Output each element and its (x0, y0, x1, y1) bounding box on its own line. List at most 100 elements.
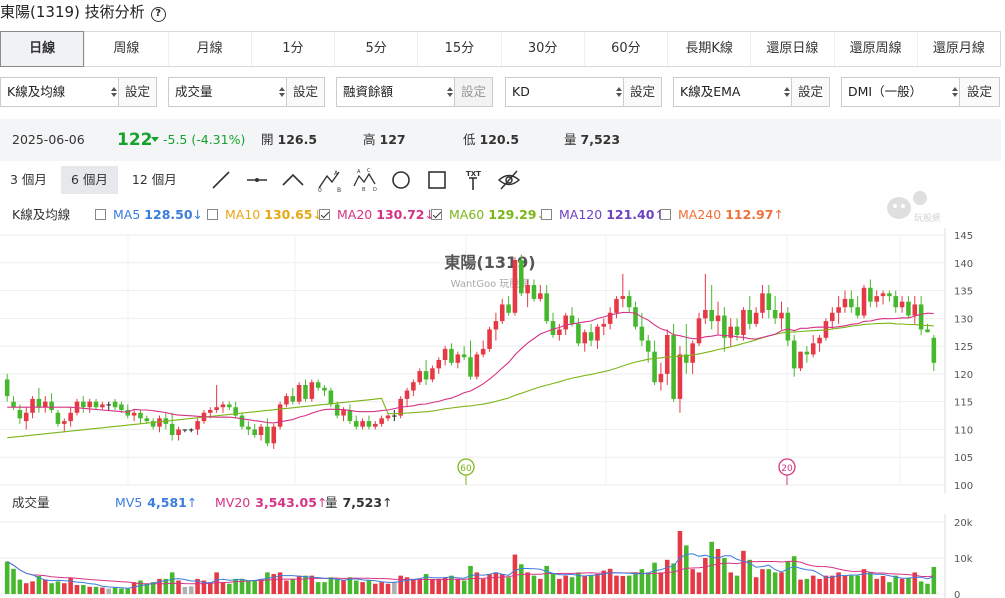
volume-bar[interactable] (468, 565, 473, 594)
candlestick[interactable] (334, 401, 340, 419)
volume-bar[interactable] (385, 583, 391, 594)
volume-bar[interactable] (829, 575, 835, 594)
volume-bar[interactable] (861, 569, 867, 594)
candlestick[interactable] (506, 296, 511, 316)
tab-4[interactable]: 5分 (334, 32, 417, 66)
candlestick[interactable] (150, 418, 156, 430)
volume-bar[interactable] (601, 570, 607, 594)
candlestick[interactable] (233, 401, 238, 419)
volume-bar[interactable] (207, 582, 213, 594)
volume-bar[interactable] (677, 531, 683, 594)
indicator-settings-button-3[interactable]: 設定 (624, 77, 662, 107)
candlestick[interactable] (385, 412, 391, 422)
candlestick[interactable] (423, 360, 429, 385)
candlestick[interactable] (220, 401, 226, 413)
candlestick[interactable] (614, 296, 619, 319)
volume-bar[interactable] (931, 566, 937, 594)
candlestick[interactable] (607, 307, 613, 330)
candlestick[interactable] (626, 290, 632, 313)
volume-bar[interactable] (62, 583, 67, 594)
candlestick[interactable] (906, 296, 911, 319)
indicator-select-4[interactable]: K線及EMA (673, 77, 792, 107)
candlestick[interactable] (842, 290, 848, 313)
volume-bar[interactable] (411, 578, 416, 594)
tab-5[interactable]: 15分 (417, 32, 500, 66)
ma-checkbox-ma240[interactable] (660, 209, 671, 220)
volume-bar[interactable] (842, 575, 848, 594)
candlestick[interactable] (741, 307, 746, 341)
volume-bar[interactable] (918, 581, 924, 594)
candlestick[interactable] (518, 254, 524, 297)
volume-bar[interactable] (398, 575, 403, 594)
candlestick[interactable] (855, 296, 860, 319)
candlestick[interactable] (411, 379, 416, 397)
candlestick[interactable] (106, 401, 112, 410)
candlestick[interactable] (100, 401, 105, 410)
tab-0[interactable]: 日線 (0, 31, 85, 67)
volume-bar[interactable] (258, 578, 264, 594)
candlestick[interactable] (874, 290, 879, 308)
volume-bar[interactable] (55, 581, 61, 594)
candlestick[interactable] (144, 415, 150, 424)
volume-bar[interactable] (893, 575, 899, 594)
candlestick[interactable] (81, 396, 86, 413)
tab-1[interactable]: 周線 (84, 32, 167, 66)
volume-bar[interactable] (23, 583, 29, 594)
volume-bar[interactable] (576, 572, 581, 594)
volume-bar[interactable] (766, 569, 772, 594)
candlestick[interactable] (68, 407, 73, 427)
range-button-0[interactable]: 3 個月 (10, 172, 47, 187)
candlestick[interactable] (169, 412, 175, 441)
candlestick[interactable] (868, 279, 873, 308)
volume-bar[interactable] (328, 577, 334, 594)
candlestick[interactable] (125, 404, 131, 419)
candlestick[interactable] (512, 257, 518, 316)
text-tool-icon[interactable]: TXT (455, 166, 491, 194)
candlestick[interactable] (550, 312, 556, 338)
indicator-select-3[interactable]: KD (505, 77, 624, 107)
candlestick[interactable] (595, 323, 600, 349)
candlestick[interactable] (4, 373, 10, 402)
candlestick[interactable] (87, 398, 92, 413)
candlestick[interactable] (239, 412, 245, 430)
candlestick[interactable] (639, 312, 645, 347)
volume-bar[interactable] (836, 572, 841, 594)
candlestick[interactable] (11, 396, 16, 410)
volume-bar[interactable] (791, 556, 797, 594)
candlestick[interactable] (258, 423, 264, 441)
candlestick[interactable] (601, 318, 607, 335)
volume-bar[interactable] (626, 575, 632, 594)
volume-chart[interactable]: 20k 10k 0 (0, 514, 1005, 598)
candlestick[interactable] (195, 418, 200, 435)
volume-bar[interactable] (880, 576, 886, 594)
volume-bar[interactable] (4, 561, 10, 594)
candlestick[interactable] (728, 318, 734, 347)
candlestick[interactable] (538, 285, 543, 302)
indicator-select-5[interactable]: DMI（一般） (841, 77, 960, 107)
horizontal-line-icon[interactable] (239, 166, 275, 194)
volume-bar[interactable] (360, 582, 365, 594)
volume-bar[interactable] (899, 578, 905, 594)
candlestick[interactable] (468, 340, 473, 380)
line-tool-icon[interactable] (203, 166, 239, 194)
hide-drawings-icon[interactable] (491, 166, 527, 194)
indicator-select-1[interactable]: 成交量 (168, 77, 287, 107)
candlestick[interactable] (188, 428, 194, 433)
candlestick[interactable] (772, 296, 778, 324)
circle-tool-icon[interactable] (383, 166, 419, 194)
candlestick[interactable] (277, 401, 283, 430)
candlestick[interactable] (582, 329, 588, 352)
candlestick[interactable] (671, 323, 676, 402)
volume-bar[interactable] (817, 578, 822, 594)
indicator-select-2[interactable]: 融資餘額 (336, 77, 455, 107)
ma-marker-60[interactable]: 60 (457, 458, 475, 485)
candlestick[interactable] (417, 368, 423, 385)
candlestick[interactable] (480, 340, 486, 358)
volume-bar[interactable] (823, 575, 829, 594)
volume-bar[interactable] (125, 588, 131, 594)
volume-bar[interactable] (620, 576, 626, 594)
candlestick[interactable] (93, 398, 99, 410)
volume-bar[interactable] (49, 583, 54, 594)
volume-bar[interactable] (518, 564, 524, 594)
